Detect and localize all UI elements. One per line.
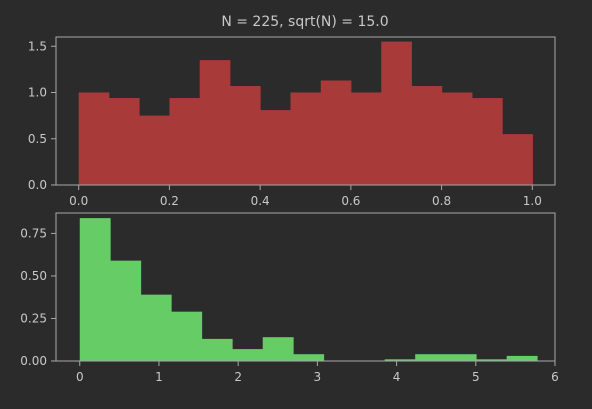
bottom-x-tick: 4 <box>393 361 401 384</box>
bottom-y-tick: 0.50 <box>20 269 56 283</box>
top-y-tick-label: 0.0 <box>28 178 47 192</box>
top-x-tick-label: 0.8 <box>432 194 451 208</box>
bottom-x-tick: 2 <box>234 361 242 384</box>
top-y-tick-label: 1.0 <box>28 86 47 100</box>
top-x-ticks: 0.0 0.2 0.4 0.6 0.8 1.0 <box>69 185 542 208</box>
bottom-y-tick: 0.75 <box>20 226 56 240</box>
top-histogram-bar <box>350 92 382 185</box>
top-x-tick-label: 0.0 <box>69 194 88 208</box>
bottom-y-tick-label: 0.50 <box>20 269 47 283</box>
top-y-tick: 1.0 <box>28 86 56 100</box>
top-y-tick-label: 0.5 <box>28 132 47 146</box>
bottom-x-tick-label: 4 <box>393 370 401 384</box>
bottom-x-tick-label: 2 <box>234 370 242 384</box>
top-histogram-bar <box>411 86 443 185</box>
top-x-tick-label: 1.0 <box>523 194 542 208</box>
bottom-x-tick-label: 3 <box>314 370 322 384</box>
bottom-histogram-panel: 0 1 2 3 4 5 6 0.00 0.25 0.50 0.75 <box>20 212 559 384</box>
bottom-histogram-bar <box>506 355 538 361</box>
bottom-histogram-bar <box>476 359 508 361</box>
bottom-x-tick-label: 1 <box>155 370 163 384</box>
top-histogram-bar <box>381 41 412 185</box>
bottom-histogram-bar <box>140 294 172 361</box>
bottom-x-tick-label: 5 <box>472 370 480 384</box>
top-x-tick: 0.4 <box>251 185 270 208</box>
top-histogram-bar <box>260 110 291 185</box>
bottom-x-ticks: 0 1 2 3 4 5 6 <box>76 361 559 384</box>
top-y-tick: 0.0 <box>28 178 56 192</box>
top-x-tick: 0.2 <box>160 185 179 208</box>
top-histogram-bar <box>108 98 140 185</box>
top-histogram-bar <box>229 86 261 185</box>
bottom-x-tick: 5 <box>472 361 480 384</box>
top-histogram-bars <box>78 41 533 185</box>
top-histogram-bar <box>290 92 322 185</box>
top-x-tick-label: 0.6 <box>341 194 360 208</box>
bottom-x-tick: 1 <box>155 361 163 384</box>
bottom-x-tick: 3 <box>314 361 322 384</box>
bottom-x-tick: 6 <box>551 361 559 384</box>
bottom-axes-frame <box>55 212 556 362</box>
top-x-tick: 0.8 <box>432 185 451 208</box>
top-axes-frame <box>55 36 556 186</box>
bottom-y-tick-label: 0.00 <box>20 354 47 368</box>
bottom-histogram-bar <box>201 338 233 361</box>
top-histogram-bar <box>199 60 231 185</box>
top-histogram-bar <box>472 98 503 185</box>
bottom-y-tick: 0.25 <box>20 311 56 325</box>
top-y-tick: 0.5 <box>28 132 56 146</box>
top-x-tick: 0.0 <box>69 185 88 208</box>
bottom-histogram-bar <box>384 359 416 361</box>
top-histogram-bar <box>441 92 473 185</box>
top-y-ticks: 0.0 0.5 1.0 1.5 <box>28 39 56 192</box>
top-histogram-bar <box>78 92 110 185</box>
bottom-histogram-bar <box>79 218 111 361</box>
bottom-histogram-bar <box>232 349 264 361</box>
top-x-tick: 1.0 <box>523 185 542 208</box>
chart-title: N = 225, sqrt(N) = 15.0 <box>221 14 388 30</box>
top-y-tick: 1.5 <box>28 39 56 53</box>
bottom-histogram-bars <box>79 218 538 361</box>
top-x-tick: 0.6 <box>341 185 360 208</box>
bottom-histogram-bar <box>293 354 325 361</box>
bottom-y-ticks: 0.00 0.25 0.50 0.75 <box>20 226 56 368</box>
bottom-histogram-bar <box>110 260 142 361</box>
bottom-y-tick-label: 0.25 <box>20 311 47 325</box>
bottom-histogram-bar <box>262 337 294 361</box>
top-histogram-panel: 0.0 0.2 0.4 0.6 0.8 1.0 0.0 0.5 1.0 1.5 <box>28 36 556 208</box>
top-histogram-bar <box>169 98 201 185</box>
bottom-histogram-bar <box>445 354 477 361</box>
top-histogram-bar <box>320 80 352 185</box>
top-y-tick-label: 1.5 <box>28 39 47 53</box>
top-histogram-bar <box>139 115 170 185</box>
bottom-histogram-bar <box>171 311 203 361</box>
bottom-y-tick-label: 0.75 <box>20 226 47 240</box>
bottom-x-tick: 0 <box>76 361 84 384</box>
top-histogram-bar <box>502 134 533 185</box>
top-x-tick-label: 0.2 <box>160 194 179 208</box>
bottom-y-tick: 0.00 <box>20 354 56 368</box>
bottom-histogram-bar <box>415 354 447 361</box>
bottom-x-tick-label: 0 <box>76 370 84 384</box>
bottom-x-tick-label: 6 <box>551 370 559 384</box>
top-x-tick-label: 0.4 <box>251 194 270 208</box>
